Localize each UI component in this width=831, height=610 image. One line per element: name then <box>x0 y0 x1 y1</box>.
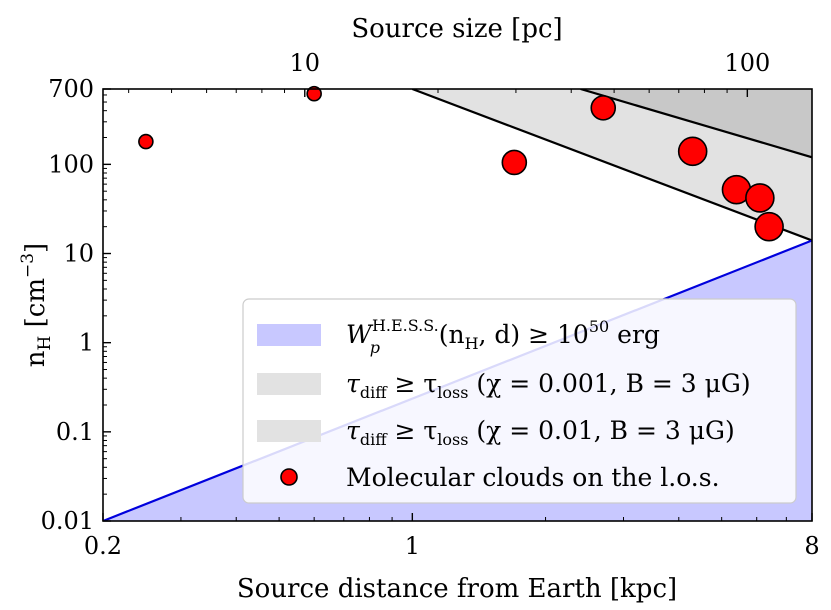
legend-label-loss-chi-001: τdiff ≥ τloss (χ = 0.01, B = 3 μG) <box>346 416 735 449</box>
legend-label-loss-chi-0001: τdiff ≥ τloss (χ = 0.001, B = 3 μG) <box>346 369 751 402</box>
cloud-point <box>501 149 528 176</box>
x2-tick-label: 10 <box>290 49 321 77</box>
axes-frame <box>102 88 813 522</box>
y-axis-title: nH [cm−3] <box>18 243 55 367</box>
molecular-clouds <box>138 85 784 242</box>
y-axis-title-unit: [cm <box>21 278 51 327</box>
x-axis-title: Source distance from Earth [kpc] <box>237 574 677 604</box>
x-tick-label: 8 <box>804 532 819 560</box>
y-tick-label: 700 <box>48 75 94 103</box>
y-axis-title-exp: −3 <box>18 253 38 278</box>
legend-swatch-loss-chi-0001 <box>257 373 321 395</box>
cloud-point <box>677 136 708 167</box>
loss-line-chi-0001 <box>411 89 812 242</box>
y-tick-label: 0.01 <box>41 507 94 535</box>
legend: WpH.E.S.S.(nH, d) ≥ 1050 erg τdiff ≥ τlo… <box>242 298 797 504</box>
x-tick-label: 0.2 <box>84 532 122 560</box>
legend-box <box>242 298 797 504</box>
x-tick-label: 1 <box>405 532 420 560</box>
y-tick-label: 0.1 <box>56 418 94 446</box>
cloud-point <box>138 133 154 150</box>
y-axis-title-main: n <box>21 350 51 367</box>
x2-axis-title: Source size [pc] <box>351 14 562 44</box>
axis-tick-labels: 0.2 1 8 10 100 0.01 0.1 1 10 100 700 <box>41 49 820 560</box>
legend-marker-cloud <box>280 468 298 486</box>
y-tick-label: 1 <box>79 329 94 357</box>
axis-ticks <box>102 88 813 522</box>
x2-tick-label: 100 <box>724 49 770 77</box>
cloud-point <box>590 95 617 121</box>
legend-swatch-loss-chi-001 <box>257 420 321 442</box>
y-tick-label: 100 <box>48 150 94 178</box>
y-axis-title-sub: H <box>35 336 55 351</box>
cloud-point <box>745 183 775 213</box>
cloud-point <box>754 211 784 242</box>
legend-label-hess: WpH.E.S.S.(nH, d) ≥ 1050 erg <box>346 316 660 357</box>
legend-swatch-hess <box>257 324 321 346</box>
y-tick-label: 10 <box>63 240 94 268</box>
loss-line-chi-001 <box>580 89 812 159</box>
cloud-point <box>306 85 322 102</box>
legend-label-clouds: Molecular clouds on the l.o.s. <box>346 463 720 492</box>
y-axis-title-close: ] <box>21 243 51 253</box>
